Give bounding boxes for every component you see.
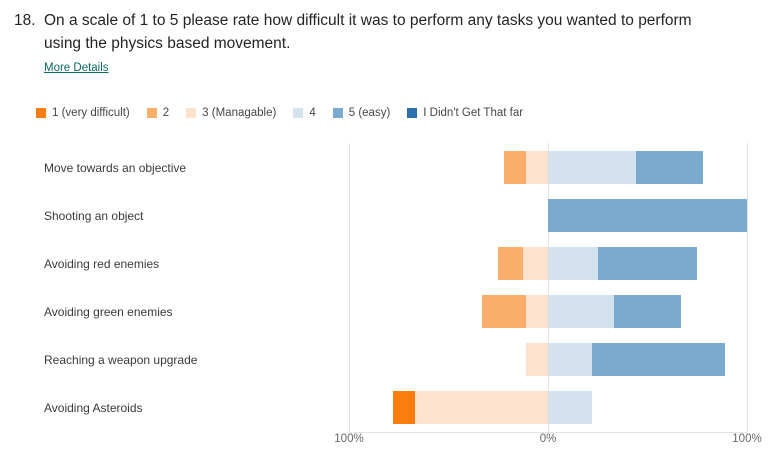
category-label: Avoiding red enemies (44, 257, 160, 271)
legend-swatch-icon (407, 108, 418, 118)
bar-segment[interactable] (525, 343, 548, 376)
bar-segment[interactable] (498, 247, 524, 280)
legend-label: 1 (very difficult) (52, 107, 130, 119)
bar-segment[interactable] (525, 295, 548, 328)
bar-segment[interactable] (592, 343, 725, 376)
axis-tick-center: 0% (539, 433, 557, 445)
legend-item: 4 (293, 107, 316, 119)
axis-tick-right: 100% (732, 433, 762, 445)
legend-item: 3 (Managable) (186, 107, 276, 119)
gridline-right-100 (747, 143, 748, 432)
bar-segment[interactable] (393, 391, 416, 424)
x-axis-line (349, 432, 747, 433)
legend-label: 5 (easy) (348, 107, 391, 119)
legend-swatch-icon (293, 108, 304, 118)
bar-segment[interactable] (548, 295, 615, 328)
bar-segment[interactable] (525, 151, 548, 184)
bar-segment[interactable] (503, 151, 526, 184)
more-details-link[interactable]: More Details (44, 62, 109, 74)
bar-segment[interactable] (548, 391, 593, 424)
legend-label: 4 (309, 107, 316, 119)
category-label: Avoiding Asteroids (44, 401, 143, 415)
legend-label: I Didn't Get That far (423, 107, 524, 119)
question-text: On a scale of 1 to 5 please rate how dif… (44, 12, 692, 52)
category-label: Reaching a weapon upgrade (44, 353, 198, 367)
legend-swatch-icon (36, 108, 46, 118)
gridline-left-100 (349, 143, 350, 432)
legend-label: 3 (Managable) (202, 107, 277, 119)
category-label: Shooting an object (44, 209, 144, 223)
bar-segment[interactable] (523, 247, 548, 280)
legend-label: 2 (162, 107, 170, 119)
legend-swatch-icon (332, 108, 343, 118)
category-label: Avoiding green enemies (44, 305, 173, 319)
bar-segment[interactable] (636, 151, 703, 184)
bar-segment[interactable] (548, 199, 747, 232)
legend-item: 5 (easy) (332, 107, 391, 119)
bar-segment[interactable] (548, 247, 598, 280)
bar-segment[interactable] (415, 391, 548, 424)
legend-item: 2 (146, 107, 170, 119)
legend-item: I Didn't Get That far (407, 107, 523, 119)
legend-swatch-icon (186, 108, 197, 118)
legend-swatch-icon (146, 108, 157, 118)
bar-segment[interactable] (481, 295, 526, 328)
chart-legend: 1 (very difficult) 2 3 (Managable) 4 5 (easy… (36, 107, 523, 119)
category-label: Move towards an objective (44, 161, 187, 175)
question-title: 18. On a scale of 1 to 5 please rate how… (14, 9, 694, 55)
question-number: 18. (14, 12, 36, 29)
bar-segment[interactable] (614, 295, 681, 328)
bar-segment[interactable] (597, 247, 698, 280)
bar-segment[interactable] (548, 151, 637, 184)
bar-segment[interactable] (548, 343, 593, 376)
axis-tick-left: 100% (334, 433, 364, 445)
gridline-center-0 (548, 143, 549, 432)
legend-item: 1 (very difficult) (36, 107, 130, 119)
